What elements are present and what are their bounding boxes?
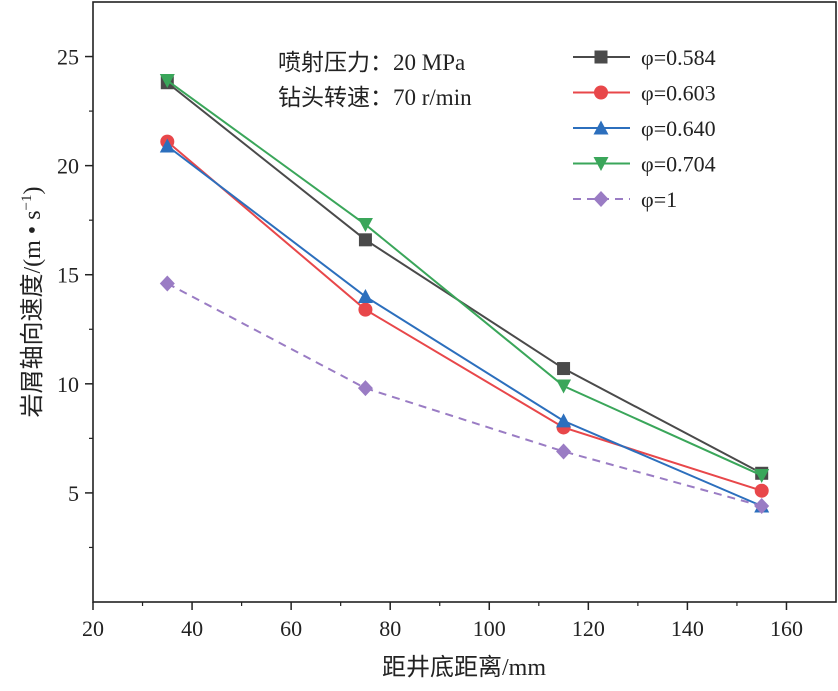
data-point xyxy=(556,379,572,394)
x-tick-label: 120 xyxy=(572,616,605,641)
series xyxy=(159,275,770,514)
y-tick-label: 5 xyxy=(68,481,79,506)
legend: φ=0.584 φ=0.603 φ=0.640 φ=0.704 φ=1 xyxy=(573,45,716,212)
x-tick-label: 20 xyxy=(82,616,104,641)
legend-item: φ=0.640 xyxy=(573,116,716,141)
series-line xyxy=(166,81,763,475)
data-point xyxy=(556,443,572,460)
series xyxy=(160,134,769,498)
legend-item: φ=0.704 xyxy=(573,152,716,177)
legend-marker xyxy=(593,120,609,135)
x-tick-label: 160 xyxy=(770,616,803,641)
data-point xyxy=(357,380,373,397)
series-line xyxy=(166,140,763,492)
y-tick-label: 10 xyxy=(57,372,79,397)
x-tick-label: 60 xyxy=(280,616,302,641)
x-tick-label: 40 xyxy=(181,616,203,641)
annotation-pressure: 喷射压力：20 MPa xyxy=(278,50,465,75)
data-point xyxy=(754,498,770,514)
data-point xyxy=(556,413,572,428)
series-line xyxy=(166,282,762,507)
legend-item: φ=0.603 xyxy=(573,81,716,106)
series-line xyxy=(166,79,763,477)
legend-marker xyxy=(593,157,609,171)
y-axis-title: 岩屑轴向速度/(m • s−1) xyxy=(19,186,46,417)
data-point xyxy=(358,302,373,317)
legend-label: φ=0.640 xyxy=(641,116,716,141)
data-point xyxy=(358,233,372,247)
series-layer xyxy=(159,74,770,514)
y-tick-label: 15 xyxy=(57,263,79,288)
data-point xyxy=(159,74,175,89)
y-tick-label: 25 xyxy=(57,45,79,70)
data-point xyxy=(357,218,373,233)
data-point xyxy=(357,289,373,304)
y-axis-title-superscript: −1 xyxy=(19,194,35,210)
x-tick-label: 100 xyxy=(473,616,506,641)
legend-item: φ=0.584 xyxy=(573,45,716,70)
y-tick-label: 20 xyxy=(57,154,79,179)
annotation-speed: 钻头转速：70 r/min xyxy=(278,85,472,110)
series xyxy=(159,74,770,483)
y-axis-title-close: ) xyxy=(20,186,46,194)
x-axis-title: 距井底距离/mm xyxy=(382,654,546,681)
legend-label: φ=1 xyxy=(641,187,677,212)
legend-marker xyxy=(594,85,608,100)
legend-item: φ=1 xyxy=(573,187,677,212)
x-axis: 20 40 60 80 100 120 140 160 xyxy=(82,602,803,641)
data-point xyxy=(754,483,769,498)
data-point xyxy=(159,275,175,292)
series-line xyxy=(166,145,763,507)
data-point xyxy=(754,468,770,483)
legend-marker xyxy=(594,50,608,64)
x-tick-label: 80 xyxy=(379,616,401,641)
y-axis-title-main: 岩屑轴向速度/(m • s xyxy=(19,210,46,417)
data-point xyxy=(557,362,571,376)
x-tick-label: 140 xyxy=(671,616,704,641)
legend-label: φ=0.584 xyxy=(641,45,716,70)
legend-label: φ=0.603 xyxy=(641,81,716,106)
series xyxy=(159,138,770,513)
data-point xyxy=(159,138,175,153)
plot-frame xyxy=(92,1,837,603)
legend-marker xyxy=(593,191,609,207)
y-axis: 5 10 15 20 25 xyxy=(57,45,93,549)
legend-label: φ=0.704 xyxy=(641,152,716,177)
